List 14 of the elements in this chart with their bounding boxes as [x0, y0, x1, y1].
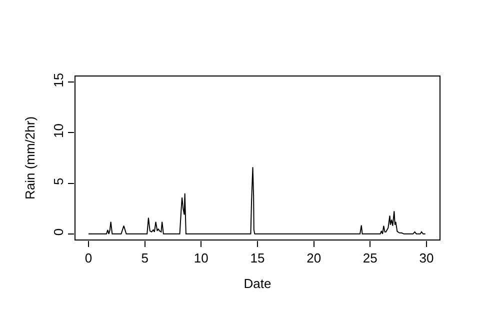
y-axis-title: Rain (mm/2hr)	[22, 116, 38, 200]
x-tick-label: 5	[141, 250, 148, 266]
x-axis-title: Date	[244, 276, 272, 292]
x-tick-label: 25	[362, 250, 378, 266]
x-tick-label: 20	[306, 250, 322, 266]
y-tick-label: 0	[50, 228, 66, 236]
y-tick-label: 10	[50, 124, 66, 138]
x-tick-label: 15	[250, 250, 265, 266]
x-tick-label: 10	[194, 250, 208, 266]
y-tick-label: 15	[50, 72, 66, 88]
x-tick-label: 30	[419, 250, 434, 266]
line-series	[88, 166, 426, 234]
y-tick-label: 5	[50, 178, 66, 185]
x-tick-label: 0	[84, 250, 92, 266]
